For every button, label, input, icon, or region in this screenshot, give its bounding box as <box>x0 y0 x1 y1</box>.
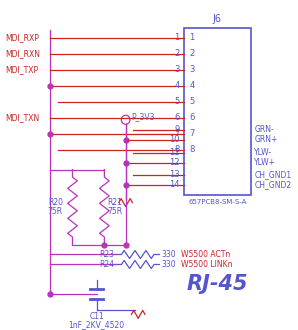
Text: MDI_RXP: MDI_RXP <box>5 33 39 43</box>
Text: R21: R21 <box>107 198 122 207</box>
Text: CH_GND1: CH_GND1 <box>254 170 291 179</box>
Text: 8: 8 <box>190 145 195 154</box>
Text: 6: 6 <box>174 113 180 122</box>
Text: 9: 9 <box>175 125 180 134</box>
Text: W5500 ACTn: W5500 ACTn <box>181 250 230 259</box>
Text: 657PCB8-SM-S-A: 657PCB8-SM-S-A <box>188 199 247 205</box>
Text: J6: J6 <box>213 14 222 24</box>
Text: 3: 3 <box>190 65 195 74</box>
Text: MDI_TXP: MDI_TXP <box>5 65 38 74</box>
Text: 2: 2 <box>175 50 180 58</box>
Text: R20: R20 <box>48 198 63 207</box>
Text: YLW-: YLW- <box>254 148 272 157</box>
Text: 10: 10 <box>169 135 180 144</box>
Text: 75R: 75R <box>107 207 122 216</box>
Text: 6: 6 <box>190 113 195 122</box>
Text: 8: 8 <box>174 145 180 154</box>
Text: 7: 7 <box>174 129 180 138</box>
Text: 5: 5 <box>175 97 180 106</box>
Text: YLW+: YLW+ <box>254 158 276 167</box>
Text: MDI_TXN: MDI_TXN <box>5 113 39 122</box>
Text: R23: R23 <box>99 250 114 259</box>
Text: GRN-: GRN- <box>254 125 274 134</box>
Text: MDI_RXN: MDI_RXN <box>5 50 40 58</box>
Text: 5: 5 <box>190 97 195 106</box>
Text: 3: 3 <box>174 65 180 74</box>
Text: W5500 LINKn: W5500 LINKn <box>181 260 232 269</box>
Text: P_3V3: P_3V3 <box>131 112 155 121</box>
Text: 2: 2 <box>190 50 195 58</box>
Text: RJ-45: RJ-45 <box>187 275 248 294</box>
Text: CH_GND2: CH_GND2 <box>254 180 291 189</box>
Text: 12: 12 <box>169 158 180 167</box>
Text: 1: 1 <box>175 33 180 43</box>
Text: 11: 11 <box>169 148 180 157</box>
Bar <box>184 28 251 195</box>
Text: 330: 330 <box>162 250 176 259</box>
Text: 13: 13 <box>169 170 180 179</box>
Text: 4: 4 <box>175 81 180 90</box>
Text: 4: 4 <box>190 81 195 90</box>
Text: 14: 14 <box>169 180 180 189</box>
Text: 1: 1 <box>190 33 195 43</box>
Text: GRN+: GRN+ <box>254 135 277 144</box>
Text: 330: 330 <box>162 260 176 269</box>
Text: 75R: 75R <box>48 207 63 216</box>
Text: 1nF_2KV_4520: 1nF_2KV_4520 <box>69 320 125 329</box>
Text: R24: R24 <box>99 260 114 269</box>
Text: C11: C11 <box>89 312 104 321</box>
Text: 7: 7 <box>190 129 195 138</box>
